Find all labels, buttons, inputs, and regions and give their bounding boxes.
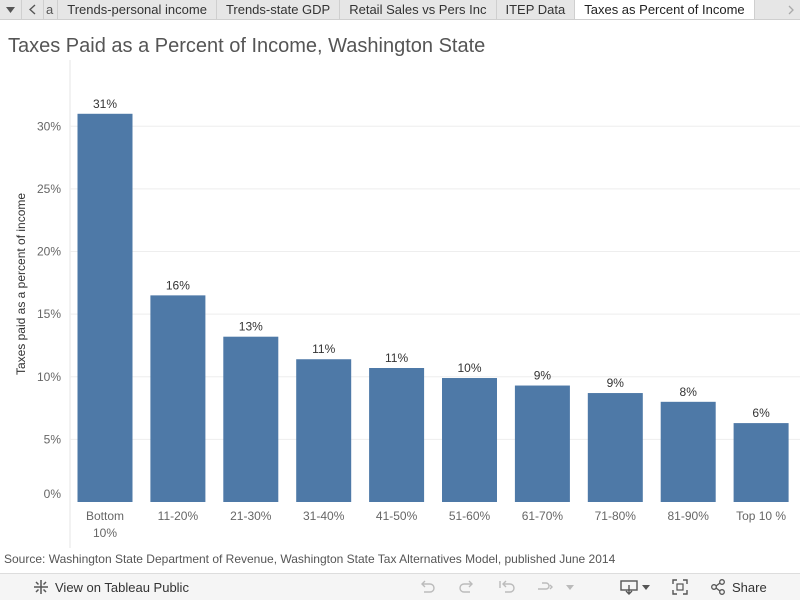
bar-value-label: 16%: [166, 278, 190, 292]
bar-value-label: 13%: [239, 320, 263, 334]
bar: [77, 113, 133, 503]
tab-trends-state-gdp[interactable]: Trends-state GDP: [217, 0, 341, 19]
y-tick-label: 15%: [37, 307, 61, 321]
x-tick-label: 71-80%: [595, 509, 637, 523]
x-tick-label: 11-20%: [158, 509, 199, 523]
bar: [733, 423, 789, 502]
revert-button[interactable]: [498, 574, 516, 600]
chart-title: Taxes Paid as a Percent of Income, Washi…: [8, 35, 486, 57]
tab-label: Taxes as Percent of Income: [584, 2, 745, 17]
y-tick-label: 20%: [37, 245, 61, 259]
bar-chart: 0% 5% 10% 15% 20% 25% 30% 31% 16% 13% 11% 11% 10% 9%…: [14, 60, 800, 548]
refresh-icon: [538, 582, 553, 590]
redo-button[interactable]: [458, 574, 476, 600]
x-tick-label: 51-60%: [449, 509, 491, 523]
redo-icon: [459, 580, 473, 593]
bars: [77, 113, 789, 503]
tab-retail-sales-vs-pers-inc[interactable]: Retail Sales vs Pers Inc: [340, 0, 497, 19]
bar: [150, 295, 206, 502]
refresh-button[interactable]: [536, 574, 554, 600]
tab-itep-data[interactable]: ITEP Data: [497, 0, 576, 19]
undo-icon: [421, 580, 435, 593]
bar-value-label: 11%: [385, 351, 408, 365]
y-tick-label: 10%: [37, 370, 61, 384]
chevron-left-icon: [29, 4, 36, 15]
bar: [442, 378, 497, 502]
bar: [369, 368, 425, 502]
tab-scroll-right-button[interactable]: [782, 0, 800, 19]
x-tick-label: 21-30%: [230, 509, 272, 523]
bar: [660, 401, 716, 502]
download-button[interactable]: [620, 574, 650, 600]
tab-scroll-left-button[interactable]: [22, 0, 44, 19]
share-label: Share: [732, 579, 767, 595]
tab-partial[interactable]: a: [44, 0, 59, 19]
fullscreen-button[interactable]: [672, 574, 688, 600]
x-tick-label: 81-90%: [668, 509, 710, 523]
tab-trends-personal-income[interactable]: Trends-personal income: [58, 0, 217, 19]
tab-spacer: [755, 0, 782, 19]
bar-value-label: 10%: [457, 361, 481, 375]
bar: [223, 336, 279, 502]
x-tick-label: 41-50%: [376, 509, 418, 523]
tab-label: a: [46, 2, 54, 17]
sheet-tab-bar: a Trends-personal income Trends-state GD…: [0, 0, 800, 20]
x-tick-label: Top 10 %: [736, 509, 786, 523]
x-axis-ticks: Bottom 10% 11-20% 21-30% 31-40% 41-50% 51-60% 6…: [86, 509, 786, 540]
revert-icon: [499, 580, 515, 593]
y-tick-label: 5%: [44, 432, 62, 446]
y-axis-ticks: 0% 5% 10% 15% 20% 25% 30%: [37, 119, 61, 501]
bar-value-label: 6%: [752, 406, 770, 420]
undo-button[interactable]: [418, 574, 436, 600]
bar-value-label: 31%: [93, 97, 117, 111]
bar: [296, 359, 352, 502]
caret-down-icon: [6, 6, 15, 13]
x-tick-label: 31-40%: [303, 509, 345, 523]
fullscreen-icon: [672, 579, 688, 595]
chevron-right-icon: [788, 5, 794, 14]
download-icon: [620, 580, 638, 595]
x-tick-label: 61-70%: [522, 509, 564, 523]
tab-taxes-as-percent-of-income[interactable]: Taxes as Percent of Income: [575, 0, 755, 19]
view-on-tableau-public-link[interactable]: View on Tableau Public: [33, 574, 189, 600]
y-tick-label: 0%: [44, 487, 62, 501]
caret-down-icon: [566, 584, 574, 590]
share-button[interactable]: Share: [710, 574, 767, 600]
refresh-options-button[interactable]: [566, 574, 574, 600]
bar-value-label: 11%: [312, 342, 335, 356]
tab-label: Trends-state GDP: [225, 2, 331, 17]
view-on-tableau-public-label: View on Tableau Public: [55, 579, 189, 595]
y-tick-label: 25%: [37, 182, 61, 196]
y-tick-label: 30%: [37, 119, 61, 133]
tab-label: ITEP Data: [505, 2, 566, 17]
bar-value-label: 9%: [607, 376, 625, 390]
tab-label: Retail Sales vs Pers Inc: [349, 2, 487, 17]
y-axis-title: Taxes paid as a percent of income: [14, 193, 28, 375]
source-note: Source: Washington State Department of R…: [4, 552, 616, 566]
share-icon: [711, 579, 725, 595]
bar-value-label: 8%: [680, 385, 698, 399]
bar-value-label: 9%: [534, 369, 552, 383]
data-labels: 31% 16% 13% 11% 11% 10% 9% 9% 8% 6%: [93, 97, 770, 420]
x-tick-label: Bottom 10%: [86, 509, 124, 540]
bar: [587, 393, 643, 502]
tab-menu-button[interactable]: [0, 0, 22, 19]
tab-label: Trends-personal income: [67, 2, 207, 17]
bottom-toolbar: View on Tableau Public: [0, 573, 800, 600]
tableau-logo-icon: [34, 580, 48, 594]
bar: [514, 385, 570, 502]
caret-down-icon: [642, 584, 650, 590]
